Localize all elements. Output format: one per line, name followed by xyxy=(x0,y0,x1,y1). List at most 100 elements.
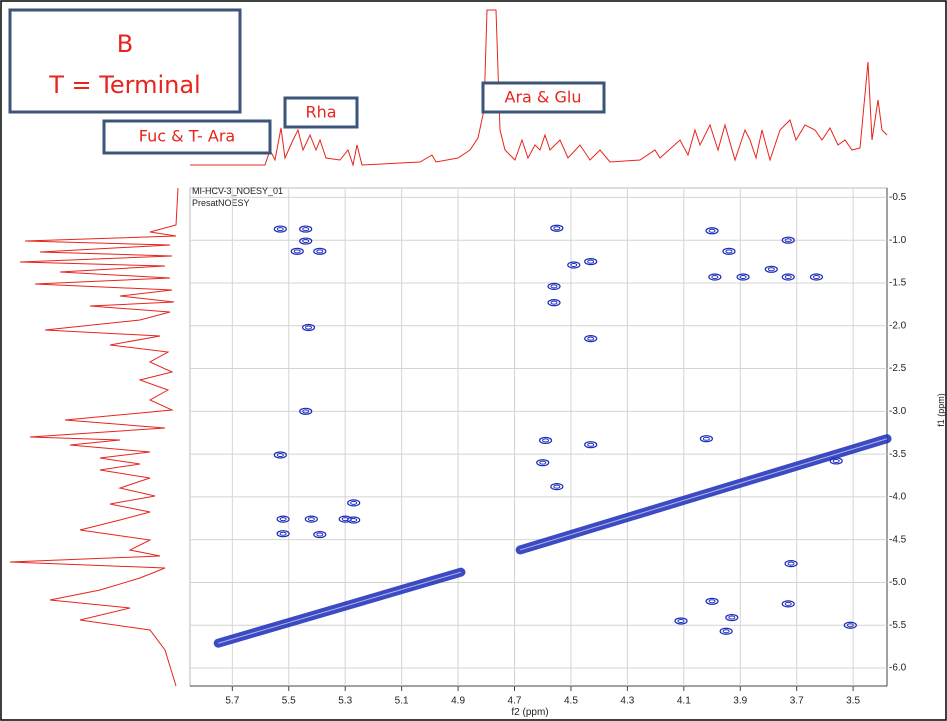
cross-peak-core xyxy=(553,226,561,231)
cross-peak-core xyxy=(305,325,313,330)
x-tick-label: 5.1 xyxy=(395,696,409,707)
cross-peak xyxy=(584,334,598,343)
cross-peak-core xyxy=(350,500,358,505)
cross-peak xyxy=(781,236,795,244)
cross-peak-core xyxy=(550,300,558,305)
cross-peak-core xyxy=(550,284,558,289)
cross-peak xyxy=(313,530,327,539)
cross-peak xyxy=(843,621,857,629)
cross-peak-core xyxy=(784,274,792,279)
cross-peak xyxy=(708,273,722,281)
y-tick-label: -1.5 xyxy=(889,278,907,289)
annotation: Fuc & T- Ara xyxy=(139,127,235,146)
diagonal-contour xyxy=(218,438,888,644)
cross-peak-core xyxy=(276,452,284,457)
cross-peak-core xyxy=(708,599,716,604)
cross-peak-core xyxy=(722,629,730,634)
y-tick-label: -5.0 xyxy=(889,577,907,588)
cross-peak xyxy=(276,530,290,538)
cross-peak-core xyxy=(677,618,685,623)
cross-peak xyxy=(273,451,287,459)
cross-peak-core xyxy=(316,249,324,254)
left-projection xyxy=(9,187,179,687)
y-tick-label: -2.5 xyxy=(889,363,907,374)
cross-peak-core xyxy=(812,274,820,279)
cross-peak-core xyxy=(570,263,578,268)
cross-peak-core xyxy=(302,227,310,232)
cross-peak xyxy=(719,627,733,635)
cross-peak xyxy=(809,273,824,281)
y-tick-label: -1.0 xyxy=(889,235,907,246)
annotation-box xyxy=(102,119,272,155)
y-tick-label: -5.5 xyxy=(889,620,907,631)
x-tick-label: 4.1 xyxy=(677,696,691,707)
cross-peak-core xyxy=(739,274,747,279)
cross-peak-core xyxy=(587,259,595,264)
cross-peak xyxy=(764,265,778,273)
x-tick-label: 3.9 xyxy=(733,696,747,707)
x-tick-label: 3.5 xyxy=(846,696,860,707)
cross-peak xyxy=(705,227,719,235)
cross-peak xyxy=(567,261,581,269)
cross-peak-core xyxy=(846,623,854,628)
x-tick-label: 5.5 xyxy=(282,696,296,707)
cross-peak xyxy=(784,560,798,568)
cross-peak xyxy=(547,299,561,307)
cross-peak-core xyxy=(539,460,547,465)
cross-peak xyxy=(781,600,795,608)
annotation: Ara & Glu xyxy=(505,88,582,107)
y-axis-label: f1 (ppm) xyxy=(936,393,946,427)
cross-peak xyxy=(299,407,313,415)
cross-peak-core xyxy=(784,601,792,606)
cross-peak-core xyxy=(279,517,287,522)
y-tick-label: -4.0 xyxy=(889,492,907,503)
cross-peak-core xyxy=(276,227,284,232)
spectrum-title: MI-HCV-3_NOESY_01 xyxy=(192,186,283,196)
cross-peak-core xyxy=(711,274,719,279)
x-tick-label: 4.7 xyxy=(508,696,522,707)
cross-peak-core xyxy=(708,228,716,233)
annotation: B xyxy=(117,30,133,58)
cross-peak xyxy=(584,257,598,266)
cross-peak xyxy=(722,247,736,255)
y-tick-label: -0.5 xyxy=(889,192,907,203)
cross-peak-core xyxy=(302,239,310,244)
x-tick-label: 5.3 xyxy=(338,696,352,707)
cross-peak-core xyxy=(307,517,315,522)
cross-peak xyxy=(347,516,361,524)
cross-peak xyxy=(536,459,550,467)
y-tick-label: -2.0 xyxy=(889,320,907,331)
cross-peak xyxy=(290,247,304,255)
cross-peak xyxy=(781,273,795,281)
y-tick-label: -3.5 xyxy=(889,449,907,460)
cross-peak xyxy=(273,225,287,233)
annotation-box xyxy=(481,81,606,114)
cross-peak-core xyxy=(587,336,595,341)
cross-peak xyxy=(584,441,598,449)
cross-peak-core xyxy=(702,436,710,441)
cross-peak xyxy=(674,617,688,625)
annotation: T = Terminal xyxy=(48,71,200,99)
cross-peak xyxy=(538,436,553,445)
annotation: Rha xyxy=(305,103,336,122)
cross-peak xyxy=(276,515,290,523)
top-projection xyxy=(190,9,888,167)
cross-peak-core xyxy=(728,615,736,620)
cross-peak-core xyxy=(767,267,775,272)
cross-peak xyxy=(699,435,714,443)
cross-peak xyxy=(313,247,327,255)
cross-peak-core xyxy=(832,458,840,463)
x-tick-label: 4.3 xyxy=(620,696,634,707)
y-tick-label: -6.0 xyxy=(889,663,907,674)
cross-peak-core xyxy=(542,438,550,443)
x-tick-label: 4.9 xyxy=(451,696,465,707)
cross-peak-core xyxy=(725,249,733,254)
spectrum-subtitle: PresatNOESY xyxy=(192,198,250,208)
cross-peak xyxy=(347,499,361,507)
x-tick-label: 3.7 xyxy=(790,696,804,707)
cross-peak-core xyxy=(279,531,287,536)
y-tick-label: -3.0 xyxy=(889,406,907,417)
cross-peak-core xyxy=(787,561,795,566)
